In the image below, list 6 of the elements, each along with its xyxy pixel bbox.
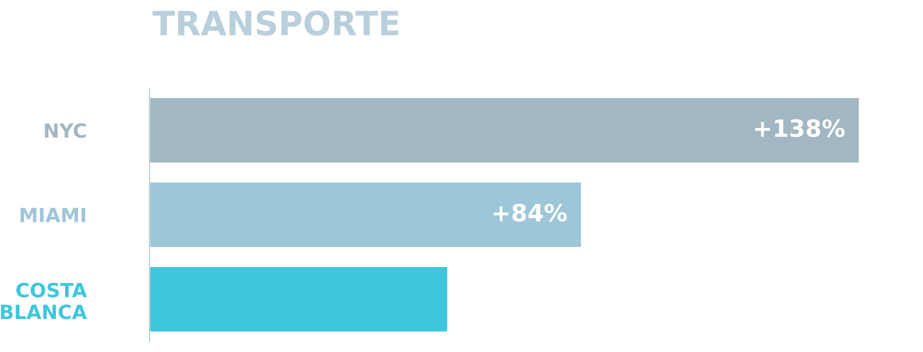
y-tick-label: NYC xyxy=(44,123,86,138)
data-label: +138% xyxy=(755,119,845,138)
data-label: +84% xyxy=(494,204,567,222)
y-tick-label: COSTA BLANCA xyxy=(0,282,87,320)
y-tick-label: MIAMI xyxy=(20,208,86,222)
chart-title: TRANSPORTE xyxy=(152,10,398,36)
